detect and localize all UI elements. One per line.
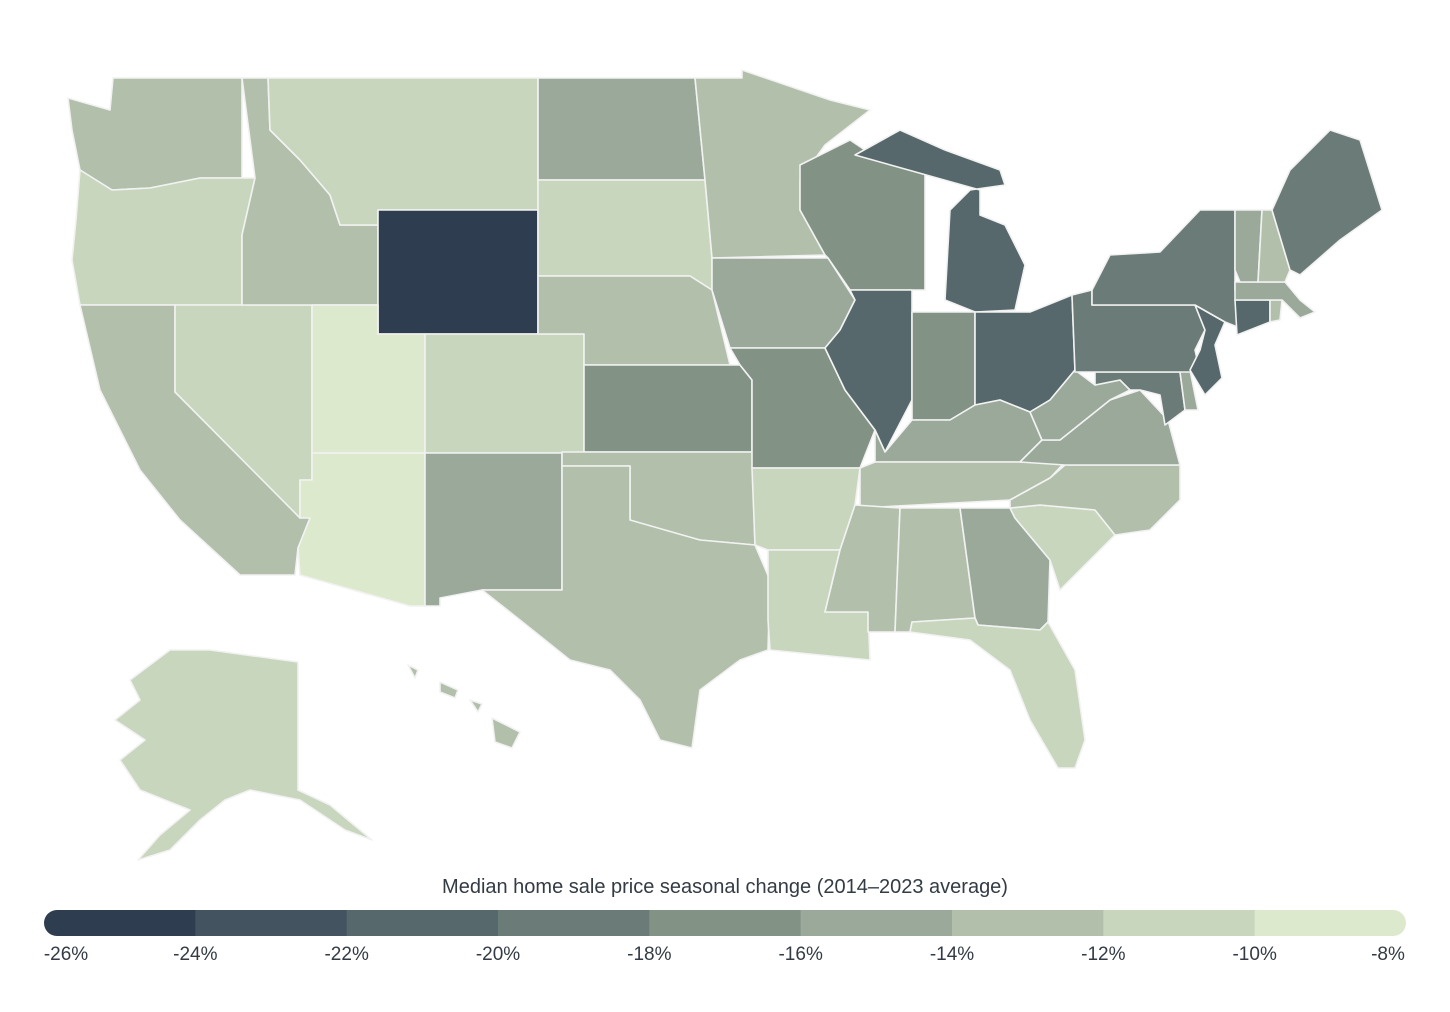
- legend-swatch: [44, 910, 196, 936]
- state-RI: [1269, 299, 1283, 323]
- legend-swatch: [195, 910, 348, 936]
- state-NC: [1009, 464, 1181, 536]
- state-KS: [583, 364, 753, 453]
- legend-swatch: [346, 910, 499, 936]
- state-NH: [1257, 209, 1291, 283]
- legend-tick-label: -14%: [929, 944, 975, 965]
- legend-tick-label: -22%: [324, 944, 369, 965]
- state-ME: [1271, 129, 1383, 276]
- legend-tick-label: -8%: [1371, 944, 1405, 965]
- legend-swatch: [800, 910, 953, 936]
- state-FL: [909, 617, 1086, 769]
- legend-tick-label: -10%: [1232, 944, 1277, 965]
- legend-swatch: [952, 910, 1104, 936]
- state-VT: [1234, 209, 1263, 283]
- state-ND: [537, 77, 706, 181]
- state-WY: [377, 209, 539, 335]
- legend-tick-label: -24%: [173, 944, 218, 965]
- state-IN: [911, 311, 976, 421]
- legend-swatch: [498, 910, 650, 936]
- state-CT: [1234, 299, 1271, 336]
- state-AZ: [297, 452, 426, 607]
- us-states-map: [67, 69, 1383, 861]
- state-NM: [424, 452, 563, 607]
- legend-tick-label: -18%: [627, 944, 672, 965]
- state-TX: [481, 465, 771, 749]
- state-MI: [854, 129, 1026, 313]
- legend-tick-label: -16%: [778, 944, 823, 965]
- legend-tick-label: -12%: [1081, 944, 1126, 965]
- legend-tick-label: -26%: [43, 944, 89, 965]
- state-OR: [71, 169, 256, 306]
- state-MA: [1234, 281, 1316, 319]
- legend-swatch: [1254, 910, 1406, 936]
- legend-title: Median home sale price seasonal change (…: [442, 876, 1008, 898]
- state-HI: [407, 664, 521, 749]
- state-WA: [67, 77, 243, 191]
- legend-color-scale: [44, 910, 1406, 936]
- legend-swatch: [649, 910, 802, 936]
- state-NJ: [1189, 304, 1226, 396]
- legend-swatch: [1103, 910, 1256, 936]
- legend-tick-label: -20%: [475, 944, 521, 965]
- state-AK: [114, 649, 373, 861]
- state-IA: [711, 257, 856, 349]
- state-SD: [537, 179, 713, 291]
- state-CO: [424, 333, 585, 454]
